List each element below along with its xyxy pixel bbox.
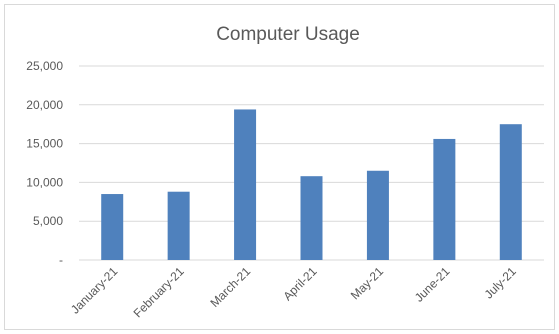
- y-tick-label: 10,000: [26, 175, 63, 189]
- x-tick-label: April-21: [280, 264, 319, 303]
- x-tick-label: March-21: [207, 264, 253, 310]
- bar: [234, 109, 257, 261]
- gridlines: [79, 65, 544, 261]
- y-tick-label: -: [59, 253, 63, 267]
- bar: [433, 138, 456, 260]
- y-tick-label: 5,000: [33, 214, 63, 228]
- y-tick-label: 25,000: [26, 59, 63, 73]
- x-tick-label: May-21: [348, 264, 386, 302]
- chart-title: Computer Usage: [216, 24, 360, 45]
- y-axis-ticks: - 5,000 10,000 15,000 20,000 25,000: [26, 59, 63, 267]
- x-tick-label: June-21: [412, 264, 453, 305]
- y-tick-label: 15,000: [26, 137, 63, 151]
- x-tick-label: July-21: [482, 264, 519, 301]
- chart-area: [4, 4, 555, 330]
- bars: [101, 109, 522, 261]
- x-tick-label: February-21: [131, 264, 187, 320]
- bar: [167, 191, 190, 260]
- y-tick-label: 20,000: [26, 98, 63, 112]
- x-tick-label: January-21: [68, 264, 121, 317]
- bar: [101, 194, 124, 260]
- bar: [300, 176, 323, 260]
- x-axis-ticks: January-21 February-21 March-21 April-21 May…: [68, 264, 519, 320]
- bar: [366, 170, 389, 260]
- bar: [499, 124, 522, 260]
